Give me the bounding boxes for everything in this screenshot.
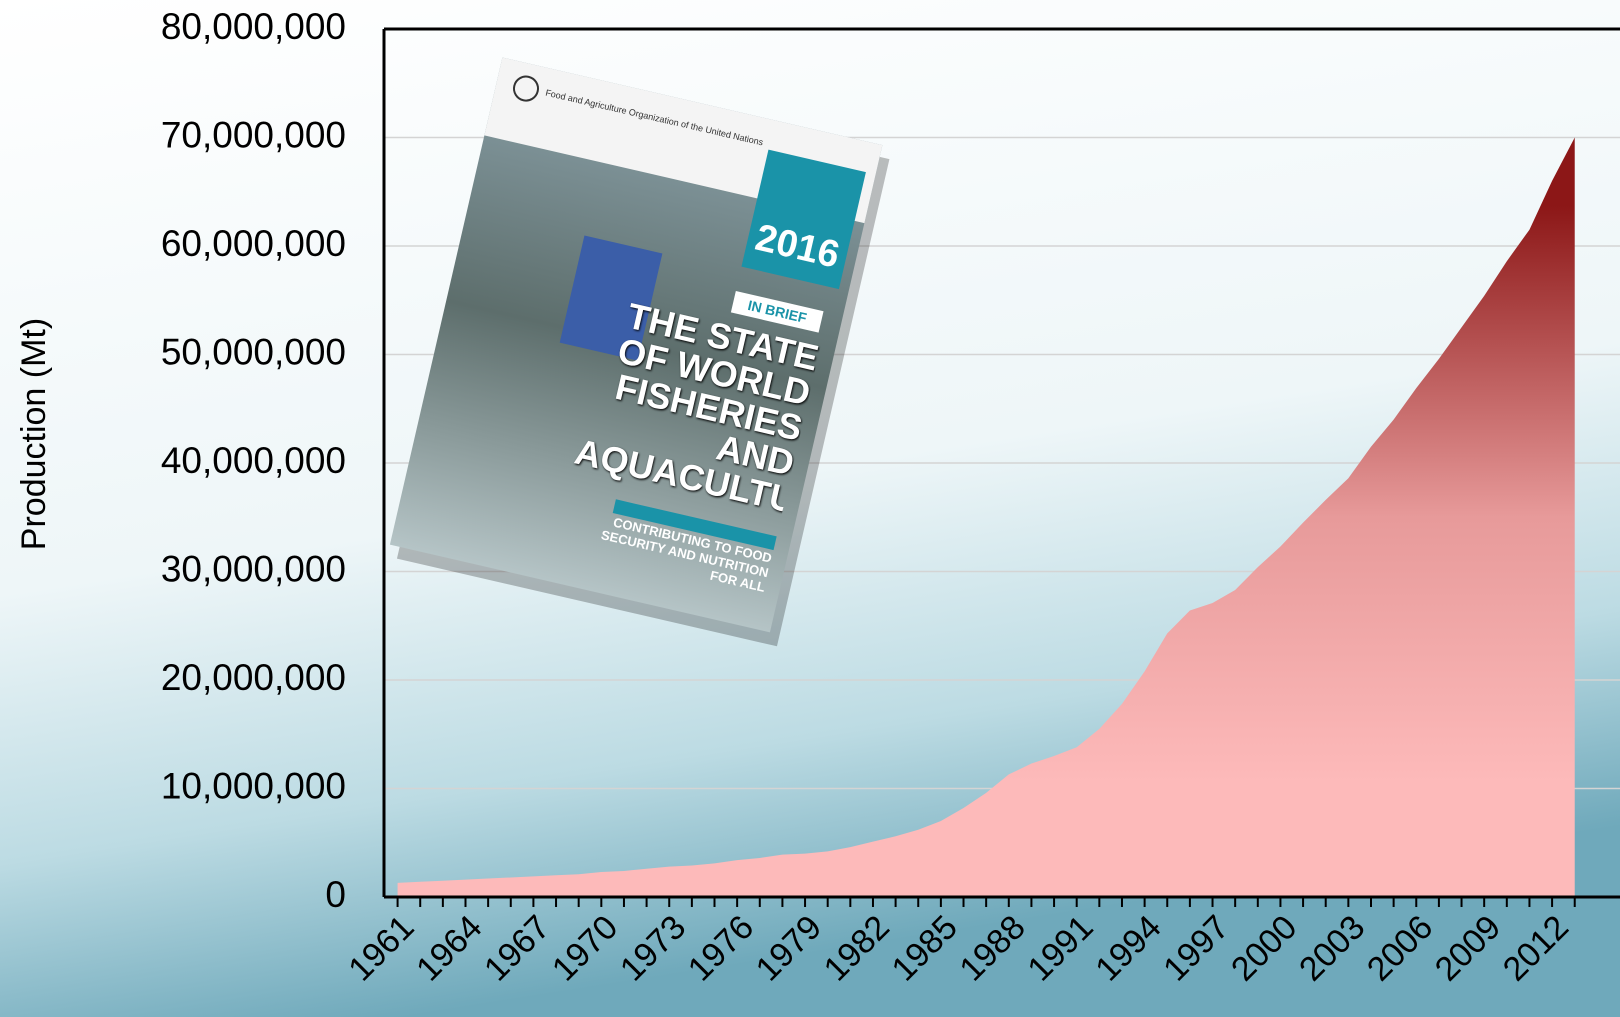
report-cover: Food and Agriculture Organization of the… <box>389 57 890 647</box>
y-tick-label: 10,000,000 <box>161 765 346 806</box>
y-axis-label: Production (Mt) <box>15 318 53 550</box>
area <box>397 137 1575 897</box>
y-tick-label: 30,000,000 <box>161 548 346 589</box>
y-tick-label: 20,000,000 <box>161 657 346 698</box>
y-tick-label: 0 <box>325 874 346 915</box>
y-tick-label: 40,000,000 <box>161 440 346 481</box>
y-tick-label: 70,000,000 <box>161 114 346 155</box>
y-tick-label: 80,000,000 <box>161 6 346 47</box>
y-tick-label: 60,000,000 <box>161 223 346 264</box>
y-tick-label: 50,000,000 <box>161 331 346 372</box>
